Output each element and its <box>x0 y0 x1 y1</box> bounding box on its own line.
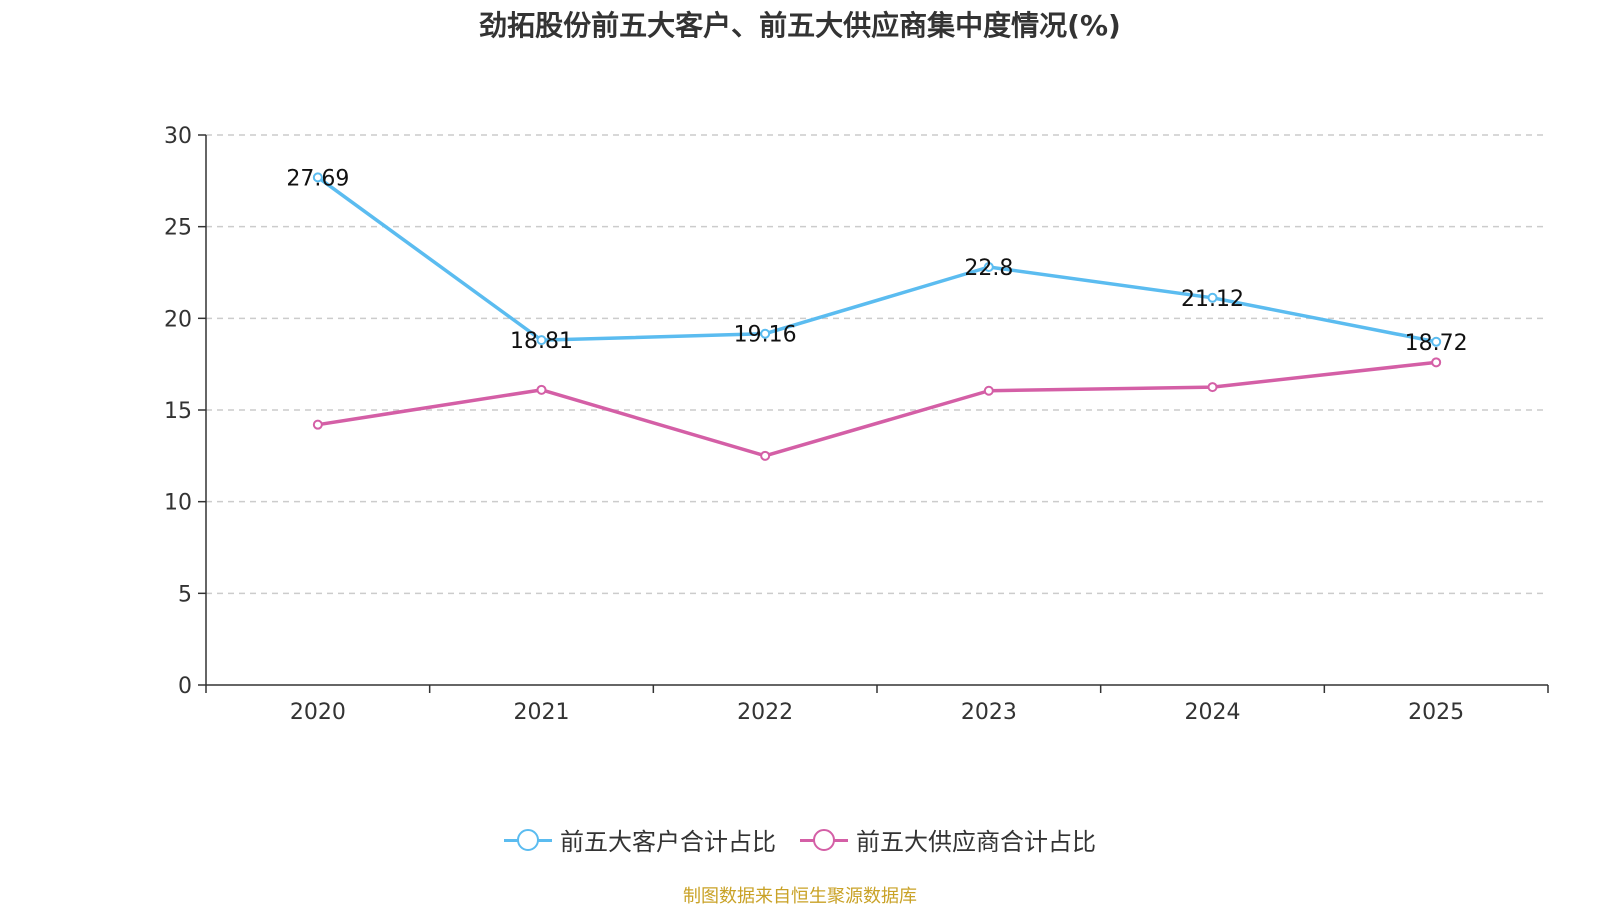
data-point <box>1207 292 1218 303</box>
x-tick-label: 2021 <box>514 700 570 725</box>
y-tick-label: 15 <box>164 399 192 424</box>
data-point <box>1431 357 1442 368</box>
gridlines <box>206 134 1548 595</box>
data-point <box>536 384 547 395</box>
legend-marker-customers <box>504 828 552 852</box>
data-point <box>983 262 994 272</box>
data-label: 18.81 <box>510 329 573 354</box>
data-point <box>760 328 771 339</box>
data-point <box>312 172 323 183</box>
y-tick-label: 0 <box>178 674 192 699</box>
series-line-1 <box>317 360 1437 458</box>
y-tick-label: 25 <box>164 216 192 241</box>
data-label: 21.12 <box>1181 287 1244 312</box>
legend-marker-suppliers <box>800 828 848 852</box>
x-tick-label: 2022 <box>737 700 793 725</box>
data-point <box>1207 382 1218 393</box>
data-label: 22.8 <box>964 256 1013 281</box>
x-tick-label: 2023 <box>961 700 1017 725</box>
data-point <box>536 335 547 346</box>
source-note: 制图数据来自恒生聚源数据库 <box>683 886 917 907</box>
legend-item-suppliers[interactable]: 前五大供应商合计占比 <box>800 822 1096 857</box>
data-label: 27.69 <box>286 166 349 191</box>
x-tick-label: 2020 <box>290 700 346 725</box>
x-tick-label: 2025 <box>1408 700 1464 725</box>
y-tick-label: 5 <box>178 582 192 607</box>
data-point <box>760 450 771 461</box>
chart-title: 劲拓股份前五大客户、前五大供应商集中度情况(%) <box>479 9 1121 42</box>
data-labels: 27.69 18.81 19.16 22.8 21.12 18.72 <box>286 166 1467 355</box>
data-point <box>1431 336 1442 347</box>
data-point <box>312 419 323 430</box>
legend-label-customers: 前五大客户合计占比 <box>560 828 776 856</box>
y-tick-label: 10 <box>164 491 192 516</box>
series <box>312 172 1442 461</box>
x-tick-label: 2024 <box>1185 700 1241 725</box>
data-point <box>983 385 994 396</box>
legend: 前五大客户合计占比 前五大供应商合计占比 <box>0 822 1600 857</box>
y-tick-label: 30 <box>164 124 192 149</box>
legend-item-customers[interactable]: 前五大客户合计占比 <box>504 822 776 857</box>
y-tick-label: 20 <box>164 307 192 332</box>
data-label: 18.72 <box>1405 331 1468 356</box>
data-label: 19.16 <box>734 323 797 348</box>
legend-label-suppliers: 前五大供应商合计占比 <box>856 828 1096 856</box>
series-line-0 <box>316 175 1437 344</box>
